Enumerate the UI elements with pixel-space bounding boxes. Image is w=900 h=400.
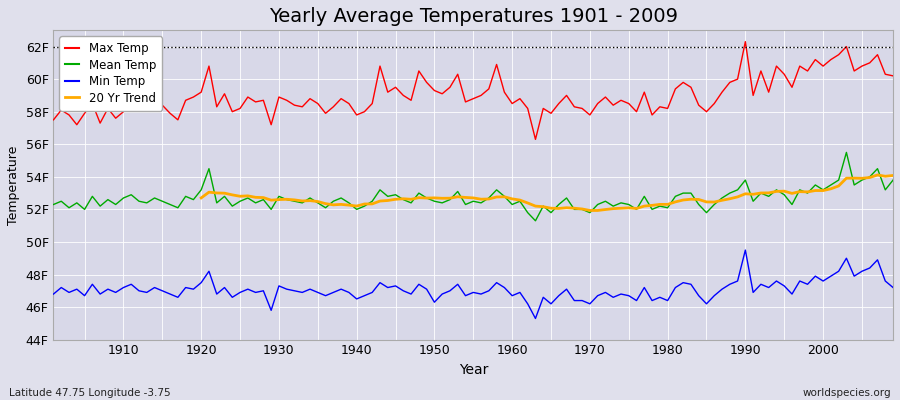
- Legend: Max Temp, Mean Temp, Min Temp, 20 Yr Trend: Max Temp, Mean Temp, Min Temp, 20 Yr Tre…: [59, 36, 162, 111]
- Text: worldspecies.org: worldspecies.org: [803, 388, 891, 398]
- Text: Latitude 47.75 Longitude -3.75: Latitude 47.75 Longitude -3.75: [9, 388, 171, 398]
- Y-axis label: Temperature: Temperature: [7, 145, 20, 225]
- Title: Yearly Average Temperatures 1901 - 2009: Yearly Average Temperatures 1901 - 2009: [269, 7, 678, 26]
- X-axis label: Year: Year: [459, 363, 488, 377]
